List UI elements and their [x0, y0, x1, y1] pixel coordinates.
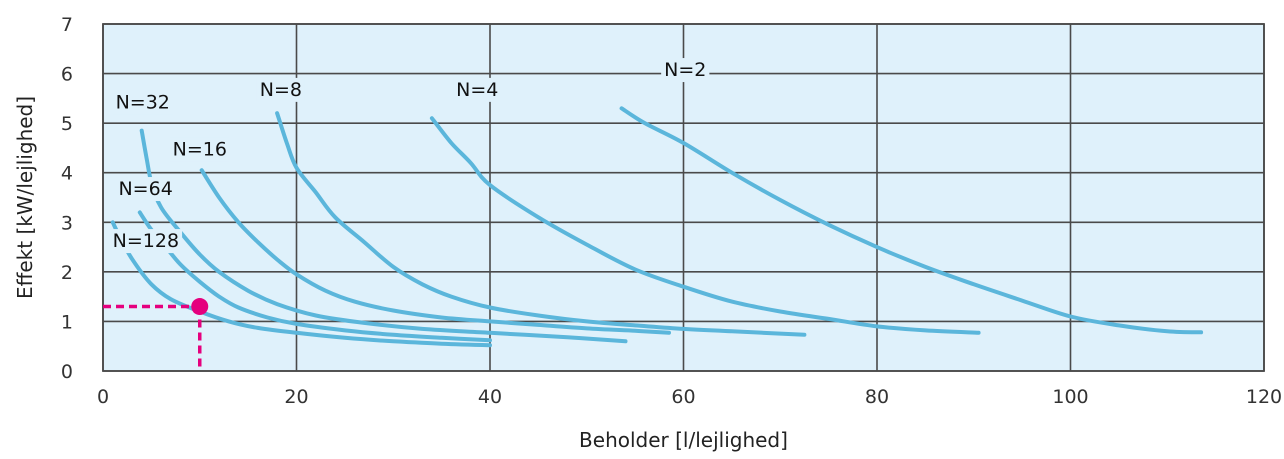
x-axis-label: Beholder [l/lejlighed] — [579, 428, 788, 452]
series-curve-n-128 — [110, 220, 492, 348]
series-label: N=128 — [113, 230, 179, 252]
series-label-bg — [169, 137, 230, 162]
x-tick-label: 20 — [284, 386, 308, 408]
series-label-bg — [115, 177, 176, 202]
series-curve-n-4 — [429, 116, 981, 335]
series-label-bg — [661, 58, 710, 83]
x-tick-label: 60 — [671, 386, 695, 408]
y-tick-label: 0 — [61, 361, 73, 383]
series-label: N=2 — [664, 59, 706, 81]
series-label: N=4 — [456, 79, 498, 101]
series-label: N=16 — [173, 138, 227, 160]
series-label-bg — [109, 229, 183, 254]
series-label-bg — [453, 77, 502, 102]
reference-point — [191, 298, 209, 316]
y-tick-label: 2 — [61, 262, 73, 284]
x-tick-label: 120 — [1246, 386, 1282, 408]
y-tick-label: 3 — [61, 212, 73, 234]
series-label: N=64 — [118, 178, 172, 200]
y-axis-ticks: 0 1 2 3 4 5 6 7 — [61, 14, 73, 383]
series-label-bg — [112, 90, 173, 115]
y-axis-label: Effekt [kW/lejlighed] — [13, 96, 37, 299]
x-axis-ticks: 0 20 40 60 80 100 120 — [97, 386, 1282, 408]
x-tick-label: 40 — [478, 386, 502, 408]
series-curve-n-2 — [619, 106, 1204, 335]
y-tick-label: 6 — [61, 64, 73, 86]
y-tick-label: 5 — [61, 113, 73, 135]
plot-frame — [102, 23, 1265, 372]
y-tick-label: 1 — [61, 311, 73, 333]
reference-marker — [103, 298, 209, 371]
x-tick-label: 0 — [97, 386, 109, 408]
x-tick-label: 100 — [1052, 386, 1088, 408]
y-tick-label: 7 — [61, 14, 73, 36]
x-tick-label: 80 — [865, 386, 889, 408]
series-label: N=32 — [116, 91, 170, 113]
series-curve-n-16 — [199, 168, 671, 335]
series-curve-n-8 — [275, 111, 807, 337]
y-tick-label: 4 — [61, 163, 73, 185]
series-label-bg — [256, 77, 305, 102]
series-labels: N=2 N=4 N=8 N=32 N=16N=64 N=128 — [109, 58, 710, 254]
series-label: N=8 — [260, 79, 302, 101]
